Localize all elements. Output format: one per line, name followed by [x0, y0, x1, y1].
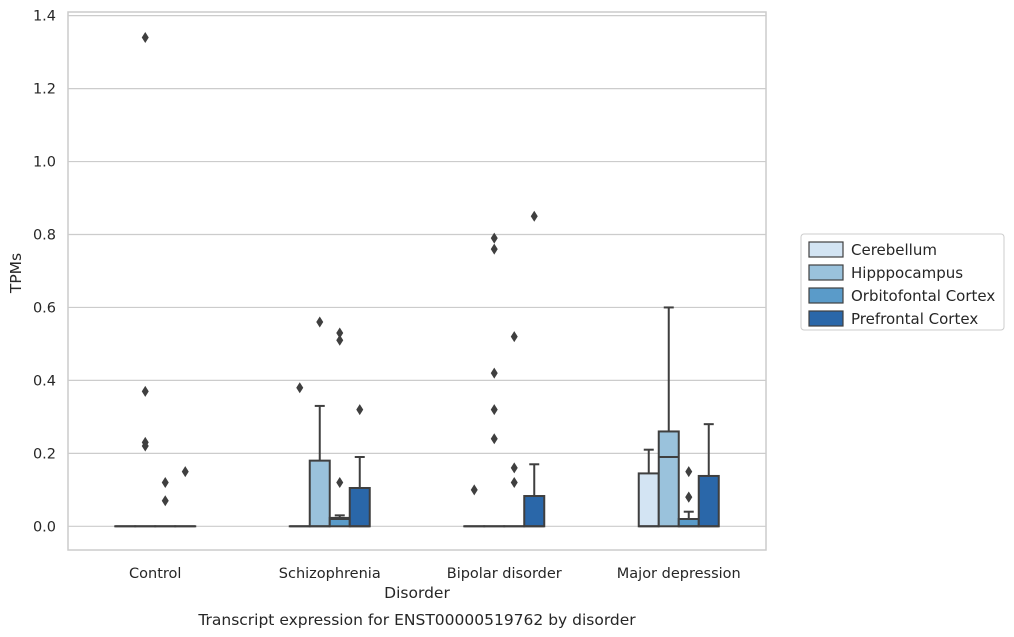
legend-label: Cerebellum: [851, 241, 937, 259]
box: [348, 486, 371, 528]
box: [697, 474, 720, 528]
y-tick-label: 0.8: [33, 227, 56, 243]
outlier-point: [510, 462, 518, 474]
y-tick-label: 0.2: [33, 446, 56, 462]
x-tick-labels: Control Schizophrenia Bipolar disorder Majo…: [129, 566, 741, 582]
box-prefrontal-cortex: [348, 404, 371, 528]
x-tick-label: Bipolar disorder: [447, 566, 562, 582]
y-tick-label: 1.0: [33, 155, 56, 171]
outlier-point: [470, 484, 478, 496]
outlier-point: [490, 243, 498, 255]
gridlines: [68, 15, 766, 527]
box: [523, 495, 546, 528]
y-tick-label: 0.4: [33, 373, 56, 389]
box-hipppocampus: [483, 232, 506, 528]
x-tick-label: Schizophrenia: [279, 566, 381, 582]
outlier-point: [316, 316, 324, 328]
outlier-point: [336, 477, 344, 489]
box-orbitofontal-cortex: [503, 331, 526, 528]
legend: Cerebellum Hipppocampus Orbitofontal Corte…: [800, 233, 1005, 331]
legend-swatch: [808, 241, 844, 258]
legend-frame: [800, 233, 1005, 331]
legend-label: Prefrontal Cortex: [851, 310, 978, 328]
plot-area-border: [67, 11, 767, 551]
outlier-point: [336, 334, 344, 346]
x-axis-label: Disorder: [384, 584, 450, 602]
box: [308, 459, 331, 528]
outlier-point: [510, 477, 518, 489]
box-series: [114, 32, 720, 528]
box-orbitofontal-cortex: [328, 327, 351, 528]
outlier-point: [141, 32, 149, 44]
outlier-point: [296, 382, 304, 394]
outlier-point: [490, 433, 498, 445]
outlier-point: [490, 367, 498, 379]
x-tick-label: Control: [129, 566, 181, 582]
box-hipppocampus: [134, 32, 157, 528]
legend-swatch: [808, 287, 844, 304]
legend-swatch: [808, 264, 844, 281]
y-tick-label: 1.4: [33, 9, 56, 25]
outlier-point: [685, 466, 693, 478]
outlier-point: [490, 404, 498, 416]
box-prefrontal-cortex: [523, 210, 546, 528]
box-hipppocampus: [657, 306, 680, 528]
outlier-point: [685, 491, 693, 503]
box-orbitofontal-cortex: [677, 466, 700, 528]
outlier-point: [141, 385, 149, 397]
outlier-point: [141, 440, 149, 452]
box-prefrontal-cortex: [174, 466, 197, 528]
y-axis-label: TPMs: [7, 253, 25, 294]
box-orbitofontal-cortex: [154, 477, 177, 528]
box: [657, 430, 680, 528]
outlier-point: [181, 466, 189, 478]
box: [677, 517, 700, 528]
y-tick-label: 1.2: [33, 82, 56, 98]
y-tick-labels: 0.0 0.2 0.4 0.6 0.8 1.0 1.2 1.4: [33, 9, 56, 536]
legend-swatch: [808, 310, 844, 327]
outlier-point: [336, 327, 344, 339]
outlier-point: [490, 232, 498, 244]
box-cerebellum: [463, 484, 486, 528]
outlier-point: [510, 331, 518, 343]
y-tick-label: 0.6: [33, 300, 56, 316]
legend-label: Hipppocampus: [851, 264, 963, 282]
y-tick-label: 0.0: [33, 519, 56, 535]
chart-title: Transcript expression for ENST0000051976…: [197, 611, 636, 629]
outlier-point: [530, 210, 538, 222]
outlier-point: [161, 477, 169, 489]
outlier-point: [356, 404, 364, 416]
box-cerebellum: [288, 382, 311, 528]
outlier-point: [161, 495, 169, 507]
legend-label: Orbitofontal Cortex: [851, 287, 995, 305]
box-cerebellum: [637, 448, 660, 528]
box: [637, 472, 660, 528]
box-hipppocampus: [308, 316, 331, 528]
box-prefrontal-cortex: [697, 423, 720, 528]
x-tick-label: Major depression: [617, 566, 741, 582]
